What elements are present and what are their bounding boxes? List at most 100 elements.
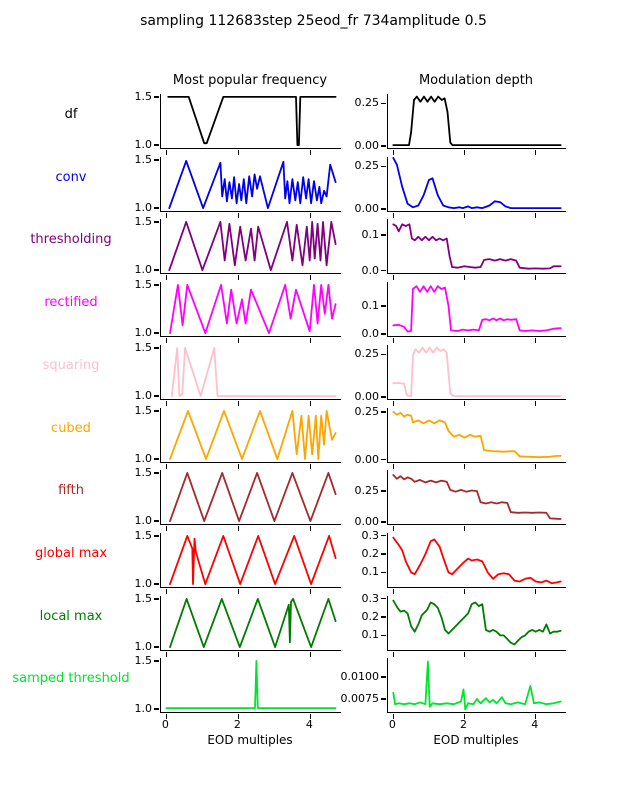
row-label-df: df xyxy=(64,107,78,122)
x-axis-tick xyxy=(165,526,168,531)
series-plot-thresholding-right xyxy=(392,223,562,270)
x-axis-tick xyxy=(463,464,466,469)
y-tick-label: 1.5 xyxy=(134,403,153,417)
series-plot-thresholding-left xyxy=(168,221,337,271)
y-axis-tick xyxy=(381,553,386,555)
series-line xyxy=(392,346,562,397)
y-tick-label: 1.0 xyxy=(134,389,153,403)
y-axis-tick xyxy=(154,535,159,537)
x-axis-tick xyxy=(463,338,466,343)
x-axis-tick xyxy=(309,150,312,155)
y-tick-label: 0.1 xyxy=(361,298,380,312)
x-axis-tick xyxy=(165,213,168,218)
y-axis-tick xyxy=(154,284,159,286)
y-tick-label: 0.3 xyxy=(361,528,380,542)
series-line xyxy=(169,535,337,585)
y-tick-label: 1.5 xyxy=(134,277,153,291)
y-axis-tick xyxy=(154,144,159,146)
y-tick-label: 1.0 xyxy=(134,702,153,716)
series-line xyxy=(392,223,562,270)
x-axis-tick xyxy=(309,652,312,657)
y-axis-tick xyxy=(381,616,386,618)
x-axis-tick xyxy=(309,714,312,719)
y-tick-label: 1.5 xyxy=(134,214,153,228)
y-axis-tick xyxy=(154,332,159,334)
y-axis-tick xyxy=(381,165,386,168)
x-axis-tick xyxy=(309,213,312,218)
row-label-cubed: cubed xyxy=(51,421,91,436)
series-plot-squaring-right xyxy=(392,346,562,397)
x-axis-tick xyxy=(463,275,466,280)
x-axis-tick xyxy=(237,526,240,531)
plot-frequency-cubed xyxy=(154,408,341,469)
y-tick-label: 0.1 xyxy=(361,628,380,642)
x-axis-tick xyxy=(534,589,537,594)
series-plot-conv-right xyxy=(392,157,562,209)
x-axis-tick xyxy=(237,338,240,343)
y-axis-tick xyxy=(381,676,386,678)
series-line xyxy=(167,96,337,146)
plot-depth-thresholding xyxy=(381,219,566,280)
y-axis-tick xyxy=(154,520,159,522)
row-label-conv: conv xyxy=(55,170,87,185)
y-axis-tick xyxy=(381,208,386,210)
x-axis-tick xyxy=(237,589,240,594)
x-axis-tick xyxy=(165,401,168,406)
x-axis-tick xyxy=(463,652,466,657)
series-line xyxy=(392,410,562,459)
plot-depth-rectified xyxy=(381,282,566,343)
y-axis-tick xyxy=(154,269,159,271)
x-axis-tick xyxy=(237,213,240,218)
plot-frequency-global-max xyxy=(154,533,341,594)
y-tick-label: 1.0 xyxy=(134,640,153,654)
x-tick-label: 4 xyxy=(305,718,313,731)
x-axis-tick xyxy=(392,338,395,343)
x-axis-tick xyxy=(463,589,466,594)
x-axis-tick xyxy=(309,589,312,594)
y-tick-label: 0.1 xyxy=(361,565,380,579)
figure-title: sampling 112683step 25eod_fr 734amplitud… xyxy=(140,13,487,29)
y-tick-label: 0.0100 xyxy=(340,670,380,684)
y-axis-tick xyxy=(154,660,159,662)
y-tick-label: 0.00 xyxy=(354,201,380,215)
row-label-rectified: rectified xyxy=(44,295,98,310)
x-axis-tick xyxy=(392,526,395,531)
row-label-global-max: global max xyxy=(34,546,108,561)
y-axis-tick xyxy=(381,396,386,398)
series-line xyxy=(169,410,337,460)
series-plot-fifth-right xyxy=(392,474,562,520)
series-line xyxy=(392,95,562,146)
y-tick-label: 0.0 xyxy=(361,263,380,277)
plot-frequency-rectified xyxy=(154,282,341,343)
y-tick-label: 1.0 xyxy=(134,263,153,277)
plot-frequency-samped-threshold xyxy=(154,658,341,719)
x-axis-tick xyxy=(165,464,168,469)
y-axis-tick xyxy=(154,410,159,412)
x-axis-tick xyxy=(392,652,395,657)
x-axis-tick xyxy=(534,338,537,343)
series-plot-cubed-left xyxy=(169,410,337,460)
x-axis-tick xyxy=(165,150,168,155)
x-axis-tick xyxy=(534,526,537,531)
series-line xyxy=(392,157,562,209)
x-axis-tick xyxy=(463,213,466,218)
y-tick-label: 1.5 xyxy=(134,152,153,166)
y-axis-tick xyxy=(154,458,159,460)
series-plot-rectified-right xyxy=(392,285,562,333)
plot-frequency-local-max xyxy=(154,596,341,657)
y-tick-label: 0.25 xyxy=(354,404,380,418)
y-axis-tick xyxy=(154,207,159,209)
x-axis-tick xyxy=(534,714,537,719)
series-plot-cubed-right xyxy=(392,410,562,459)
y-axis-tick xyxy=(381,333,386,335)
x-axis-tick xyxy=(165,338,168,343)
y-axis-tick xyxy=(381,490,386,492)
series-line xyxy=(392,285,562,333)
y-axis-tick xyxy=(154,159,159,161)
x-axis-tick xyxy=(534,652,537,657)
series-line xyxy=(392,474,562,520)
series-line xyxy=(392,660,562,711)
y-tick-label: 1.5 xyxy=(134,340,153,354)
series-line xyxy=(165,660,337,709)
